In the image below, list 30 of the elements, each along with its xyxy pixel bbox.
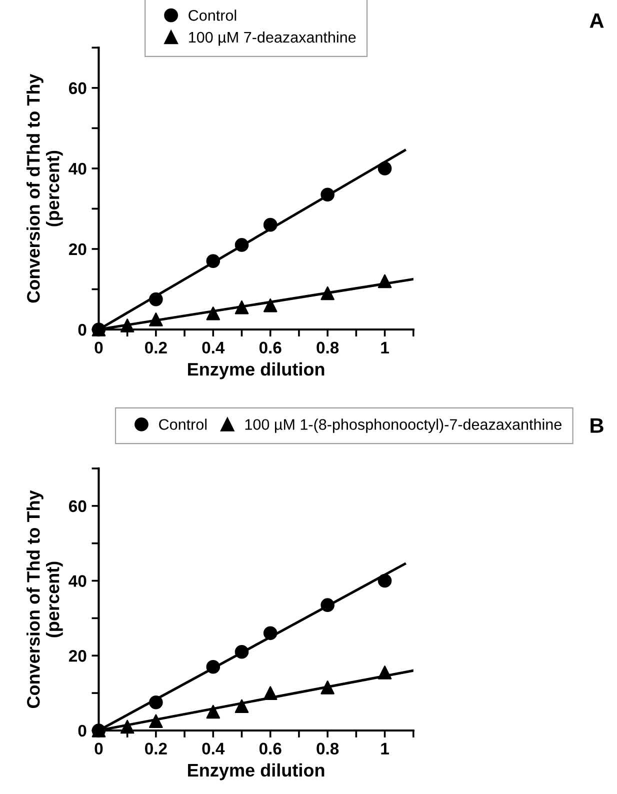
text: B bbox=[590, 418, 604, 433]
y-axis-title: Conversion of Thd to Thy (percent) bbox=[26, 490, 63, 708]
x-tick-label: 0.8 bbox=[316, 342, 339, 354]
y-tick-label: 60 bbox=[68, 82, 86, 94]
y-tick-label: 0 bbox=[78, 324, 86, 336]
text: A bbox=[590, 13, 604, 28]
x-tick-label: 0 bbox=[94, 342, 103, 354]
y-tick-label: 20 bbox=[68, 243, 86, 256]
x-tick-label: 0.2 bbox=[145, 342, 167, 354]
x-tick-label: 1 bbox=[381, 742, 389, 754]
x-tick-label: 0.2 bbox=[145, 742, 167, 755]
x-tick-label: 0.6 bbox=[259, 342, 282, 354]
legend-label: Control bbox=[159, 418, 207, 430]
x-axis-title: Enzyme dilution bbox=[188, 763, 324, 780]
y-axis-title: Conversion of dThd to Thy (percent) bbox=[26, 74, 63, 303]
x-axis-title: Enzyme dilution bbox=[188, 362, 324, 380]
x-tick-label: 1 bbox=[381, 342, 389, 354]
legend-label: 100 µM 1-(8-phosphonooctyl)-7-deazaxanthine bbox=[245, 418, 562, 433]
y-tick-label: 0 bbox=[78, 724, 86, 737]
x-tick-label: 0.4 bbox=[202, 342, 225, 354]
x-tick-label: 0.6 bbox=[259, 742, 282, 755]
x-tick-label: 0.4 bbox=[202, 742, 225, 755]
legend-label: 100 µM 7-deazaxanthine bbox=[189, 31, 356, 46]
y-tick-label: 20 bbox=[68, 650, 86, 662]
y-tick-label: 60 bbox=[68, 500, 86, 512]
legend-label: Control bbox=[188, 10, 236, 21]
y-tick-label: 40 bbox=[68, 162, 86, 175]
x-tick-label: 0.8 bbox=[316, 742, 339, 755]
y-tick-label: 40 bbox=[68, 575, 86, 587]
x-tick-label: 0 bbox=[94, 742, 103, 755]
